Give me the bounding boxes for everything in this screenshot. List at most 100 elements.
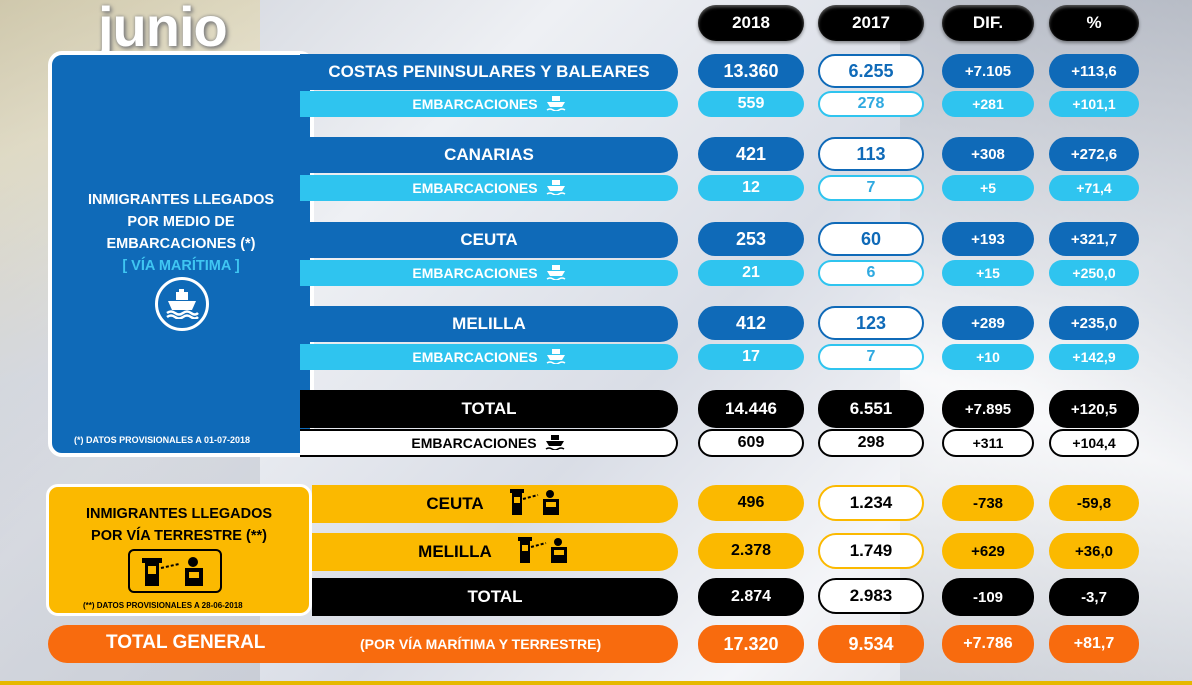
- maritime-total-label: TOTAL: [300, 390, 678, 428]
- grand-total-label: TOTAL GENERAL: [106, 632, 266, 653]
- land-panel: INMIGRANTES LLEGADOS POR VÍA TERRESTRE (…: [46, 484, 312, 616]
- value-dif: +289: [942, 306, 1034, 340]
- sub-label-text: EMBARCACIONES: [411, 435, 537, 451]
- sub-value-2017: 7: [818, 175, 924, 201]
- sub-value-2017: 6: [818, 260, 924, 286]
- value-2017: 60: [818, 222, 924, 256]
- grand-total-sublabel: (POR VÍA MARÍTIMA Y TERRESTRE): [360, 636, 602, 652]
- sub-value-2018: 12: [698, 175, 804, 201]
- land-total-dif: -109: [942, 578, 1034, 616]
- maritime-total-sub-label: EMBARCACIONES: [300, 429, 678, 457]
- sub-value-2018: 559: [698, 91, 804, 117]
- row-label-melilla: MELILLA: [300, 306, 678, 342]
- bottom-rule: [0, 681, 1192, 685]
- land-note: (**) DATOS PROVISIONALES A 28-06-2018: [83, 601, 243, 610]
- sub-label-text: EMBARCACIONES: [412, 265, 538, 281]
- value-2017: 113: [818, 137, 924, 171]
- grand-total-bar: TOTAL GENERAL (POR VÍA MARÍTIMA Y TERRES…: [48, 625, 678, 663]
- sub-row-label: EMBARCACIONES: [300, 260, 678, 286]
- ship-icon: [546, 264, 566, 283]
- value-2018: 412: [698, 306, 804, 340]
- land-value-dif: -738: [942, 485, 1034, 521]
- grand-total-2018: 17.320: [698, 625, 804, 663]
- value-2018: 13.360: [698, 54, 804, 88]
- land-value-pct: -59,8: [1049, 485, 1139, 521]
- sub-row-label: EMBARCACIONES: [300, 175, 678, 201]
- row-label-costas: COSTAS PENINSULARES Y BALEARES: [300, 54, 678, 90]
- sub-row-label: EMBARCACIONES: [300, 344, 678, 370]
- land-value-2017: 1.749: [818, 533, 924, 569]
- sub-value-2017: 7: [818, 344, 924, 370]
- row-label-ceuta: CEUTA: [300, 222, 678, 258]
- value-2018: 253: [698, 222, 804, 256]
- grand-total-pct: +81,7: [1049, 625, 1139, 663]
- ship-icon: [545, 434, 565, 453]
- land-value-2017: 1.234: [818, 485, 924, 521]
- sub-label-text: EMBARCACIONES: [412, 349, 538, 365]
- ship-icon: [546, 348, 566, 367]
- border-checkpoint-icon: [508, 487, 564, 522]
- maritime-title-line: POR MEDIO DE: [127, 214, 235, 230]
- land-title: INMIGRANTES LLEGADOS POR VÍA TERRESTRE (…: [49, 503, 309, 547]
- ship-icon: [546, 179, 566, 198]
- ship-icon: [546, 95, 566, 114]
- land-total-pct: -3,7: [1049, 578, 1139, 616]
- value-pct: +113,6: [1049, 54, 1139, 88]
- sub-value-dif: +15: [942, 260, 1034, 286]
- sub-value-dif: +5: [942, 175, 1034, 201]
- land-value-pct: +36,0: [1049, 533, 1139, 569]
- maritime-note: (*) DATOS PROVISIONALES A 01-07-2018: [74, 435, 251, 445]
- grand-total-dif: +7.786: [942, 625, 1034, 663]
- header-2018: 2018: [698, 5, 804, 41]
- total-value-2018: 14.446: [698, 390, 804, 428]
- sub-value-pct: +71,4: [1049, 175, 1139, 201]
- land-total-label: TOTAL: [312, 578, 678, 616]
- value-pct: +235,0: [1049, 306, 1139, 340]
- land-total-2018: 2.874: [698, 578, 804, 616]
- maritime-title-line: INMIGRANTES LLEGADOS: [87, 192, 275, 208]
- sub-label-text: EMBARCACIONES: [412, 96, 538, 112]
- land-value-dif: +629: [942, 533, 1034, 569]
- maritime-title-line: EMBARCACIONES (*): [106, 236, 256, 252]
- value-pct: +321,7: [1049, 222, 1139, 256]
- total-sub-value-2017: 298: [818, 429, 924, 457]
- sub-value-pct: +101,1: [1049, 91, 1139, 117]
- header-2017: 2017: [818, 5, 924, 41]
- land-row-ceuta: CEUTA: [312, 485, 678, 523]
- maritime-panel: INMIGRANTES LLEGADOS POR MEDIO DE EMBARC…: [48, 51, 314, 457]
- land-value-2018: 496: [698, 485, 804, 521]
- land-title-line: INMIGRANTES LLEGADOS: [85, 506, 273, 522]
- value-dif: +193: [942, 222, 1034, 256]
- total-value-dif: +7.895: [942, 390, 1034, 428]
- month-title: junio: [98, 0, 228, 58]
- sub-value-2017: 278: [818, 91, 924, 117]
- land-title-line: POR VÍA TERRESTRE (**): [91, 528, 267, 544]
- land-row-label: MELILLA: [418, 542, 492, 561]
- sub-value-2018: 21: [698, 260, 804, 286]
- value-2018: 421: [698, 137, 804, 171]
- grand-total-2017: 9.534: [818, 625, 924, 663]
- maritime-title: INMIGRANTES LLEGADOS POR MEDIO DE EMBARC…: [52, 189, 310, 277]
- sub-row-label: EMBARCACIONES: [300, 91, 678, 117]
- total-value-pct: +120,5: [1049, 390, 1139, 428]
- sub-value-dif: +281: [942, 91, 1034, 117]
- border-checkpoint-icon: [128, 549, 222, 593]
- land-row-melilla: MELILLA: [312, 533, 678, 571]
- maritime-subtitle: [ VÍA MARÍTIMA ]: [122, 258, 240, 274]
- value-2017: 123: [818, 306, 924, 340]
- total-sub-value-2018: 609: [698, 429, 804, 457]
- sub-value-pct: +250,0: [1049, 260, 1139, 286]
- sub-value-pct: +142,9: [1049, 344, 1139, 370]
- total-value-2017: 6.551: [818, 390, 924, 428]
- value-pct: +272,6: [1049, 137, 1139, 171]
- total-sub-value-dif: +311: [942, 429, 1034, 457]
- header-pct: %: [1049, 5, 1139, 41]
- row-label-canarias: CANARIAS: [300, 137, 678, 173]
- land-total-2017: 2.983: [818, 578, 924, 614]
- sub-label-text: EMBARCACIONES: [412, 180, 538, 196]
- total-sub-value-pct: +104,4: [1049, 429, 1139, 457]
- ship-icon: [155, 277, 209, 331]
- value-dif: +308: [942, 137, 1034, 171]
- sub-value-dif: +10: [942, 344, 1034, 370]
- header-dif: DIF.: [942, 5, 1034, 41]
